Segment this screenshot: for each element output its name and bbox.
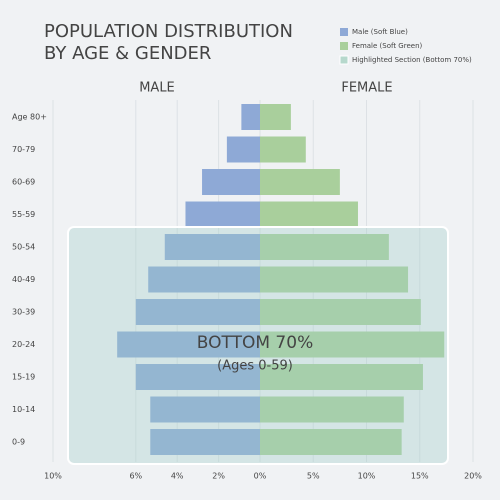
x-tick-label: 2%: [212, 472, 225, 481]
y-tick-label: 50-54: [12, 243, 35, 252]
chart-title: POPULATION DISTRIBUTION: [44, 21, 293, 42]
x-tick-label: 4%: [171, 472, 184, 481]
bar: [117, 331, 260, 358]
bar: [202, 169, 260, 195]
bar: [226, 136, 260, 163]
bar: [260, 299, 421, 325]
x-tick-label: 10%: [44, 472, 62, 481]
bar: [150, 396, 260, 423]
chart-title: BY AGE & GENDER: [44, 43, 211, 64]
bar: [260, 396, 404, 423]
y-tick-label: 55-59: [12, 210, 35, 219]
x-tick-label: 10%: [358, 472, 376, 481]
x-tick-label: 0%: [254, 472, 267, 481]
bar: [260, 429, 402, 455]
highlight-sublabel: (Ages 0-59): [217, 359, 293, 374]
bar: [135, 299, 260, 325]
bar: [260, 104, 291, 130]
bar: [260, 364, 423, 390]
y-tick-label: 30-39: [12, 308, 35, 317]
legend-swatch: [339, 55, 349, 65]
side-label: MALE: [139, 81, 175, 96]
y-tick-label: 40-49: [12, 275, 35, 284]
y-tick-label: 20-24: [12, 340, 35, 349]
bar: [260, 201, 358, 228]
bar: [241, 104, 260, 130]
highlight-label: BOTTOM 70%: [197, 333, 313, 353]
legend-label: Female (Soft Green): [352, 42, 423, 50]
bar: [150, 429, 260, 455]
legend-swatch: [340, 42, 348, 50]
y-tick-label: 60-69: [12, 178, 35, 187]
bar: [185, 201, 260, 228]
x-tick-label: 15%: [411, 472, 429, 481]
bar: [260, 169, 340, 195]
bar: [260, 331, 445, 358]
y-tick-label: 10-14: [12, 405, 35, 414]
bar: [135, 364, 260, 390]
bar: [260, 266, 409, 293]
bar: [148, 266, 260, 293]
x-tick-label: 20%: [464, 472, 482, 481]
bar: [260, 136, 306, 163]
y-tick-label: 0-9: [12, 438, 25, 447]
y-tick-label: Age 80+: [12, 113, 47, 122]
y-tick-label: 70-79: [12, 145, 35, 154]
bar: [260, 234, 389, 260]
highlight-box: [67, 226, 449, 465]
x-tick-label: 6%: [129, 472, 142, 481]
side-label: FEMALE: [341, 81, 392, 96]
x-tick-label: 5%: [307, 472, 320, 481]
legend-label: Male (Soft Blue): [352, 28, 408, 36]
legend-label: Highlighted Section (Bottom 70%): [352, 56, 472, 64]
y-tick-label: 15-19: [12, 373, 35, 382]
legend-swatch: [340, 28, 348, 36]
bar: [164, 234, 260, 260]
